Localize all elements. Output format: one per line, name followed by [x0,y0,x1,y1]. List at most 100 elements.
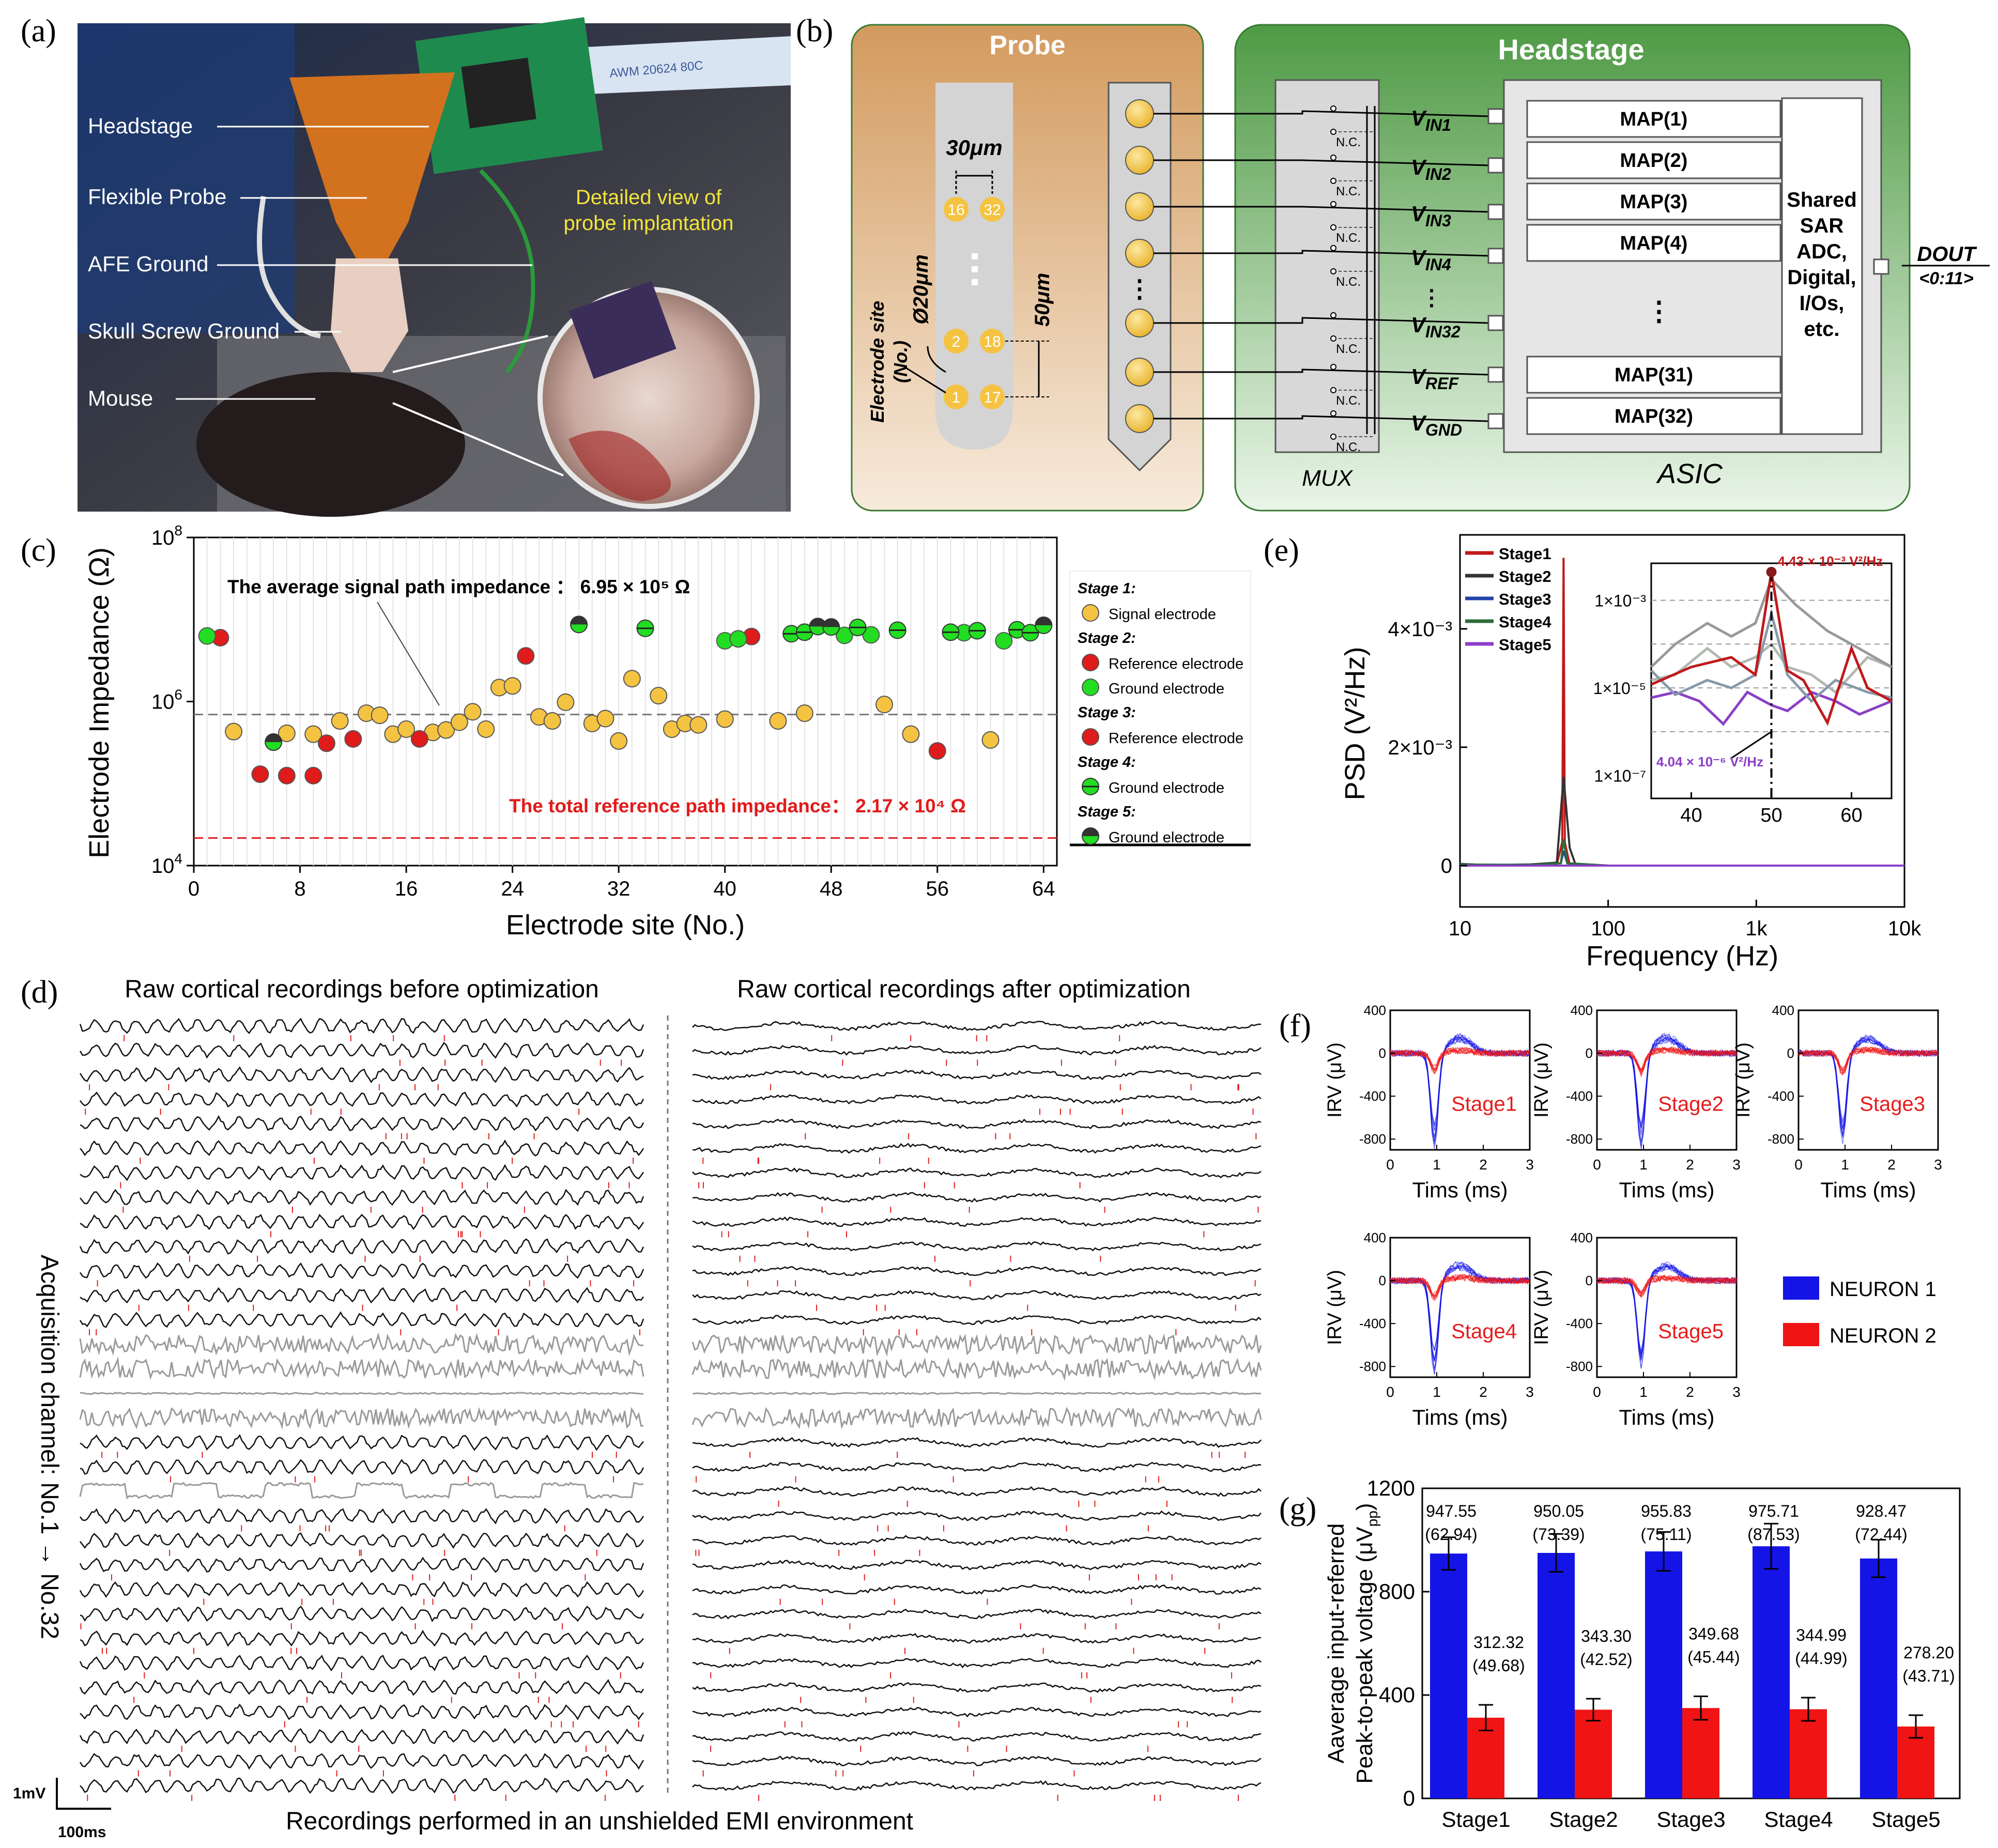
point-ground-6 [995,632,1013,650]
trace-before-17 [79,1407,644,1430]
input-subscript: REF [1425,374,1459,393]
nc-label-3: N.C. [1336,275,1361,289]
bar-error-1-1: (42.52) [1580,1650,1632,1669]
trace-before-30 [79,1728,644,1745]
point-signal-5 [371,706,389,725]
white-wire [257,196,321,338]
site-dots-2 [972,266,978,272]
legend-neuron2-swatch [1783,1323,1819,1346]
shared-line-1: Shared [1787,189,1857,211]
trace-after-30 [692,1731,1262,1742]
neuron2-wave-4-10 [1596,1275,1737,1299]
panel-b: (b) Probe 16 32 2 18 1 17 30μm Ø20μm [796,13,1990,512]
trace-after-13 [692,1315,1262,1326]
trace-after-31 [692,1755,1262,1766]
waveform-stage-0: Stage1 [1451,1092,1517,1115]
point-ground-4 [862,626,880,644]
neuron2-wave-2-10 [1798,1046,1939,1074]
legend-c-marker-0 [1082,604,1099,622]
site-17-label: 17 [983,389,1001,406]
g-y-tick-label-800: 800 [1379,1579,1415,1604]
input-prefix: V [1411,106,1427,130]
y-tick-exponent: 6 [174,687,182,703]
bar-value-1-0: 312.32 [1473,1633,1524,1652]
point-signal-3 [331,712,349,730]
e-x-tick-label-100: 100 [1591,917,1625,940]
trace-after-28 [692,1682,1262,1693]
trace-before-22 [79,1532,644,1549]
f-y-tick-label-3-0: 0 [1379,1273,1386,1288]
neuron2-wave-2-8 [1798,1046,1939,1073]
x-tick-label-32: 32 [607,877,631,900]
green-wire [479,169,535,374]
trace-before-12 [80,1287,644,1304]
trace-after-5 [692,1118,1262,1130]
inset-line-stage2 [1650,577,1893,668]
inset-annotation-top: 4.43 × 10⁻³ V²/Hz [1778,553,1883,569]
point-signal-21 [623,670,641,688]
panel-e-label: (e) [1264,533,1299,568]
g-x-label-stage2: Stage2 [1549,1807,1618,1831]
plot-g-ylabel-main: Peak-to-peak voltage (μV [1352,1527,1377,1784]
mouse-body [196,372,465,517]
bar-value-1-2: 349.68 [1688,1624,1739,1643]
f-xlabel-3: Tims (ms) [1412,1405,1508,1429]
g-y-tick-label-400: 400 [1379,1683,1415,1707]
shared-line-5: I/Os, [1800,292,1845,315]
e-y-tick-label-1: 2×10⁻³ [1388,736,1452,759]
point-signal-7 [397,720,416,738]
plot-e-inset-frame [1650,562,1893,799]
plot-e-xlabel: Frequency (Hz) [1586,941,1778,972]
trace-after-12 [692,1289,1262,1301]
e-legend-stage1: Stage1 [1499,545,1551,563]
input-port-in2 [1487,157,1504,174]
point-ground-0 [198,627,216,645]
f-x-tick-label-1-1: 1 [1639,1157,1648,1173]
inset-y-tick-label-1: 1×10⁻⁵ [1593,679,1646,698]
input-label-in4: VIN4 [1411,245,1451,274]
point-reference-3 [304,766,322,784]
f-x-tick-label-4-0: 0 [1593,1384,1601,1400]
point-signal-27 [769,712,787,730]
trace-after-11 [692,1266,1262,1276]
point-signal-10 [450,713,468,731]
x-tick-label-40: 40 [713,877,736,900]
pad-7 [1125,404,1154,433]
site-32 [980,197,1005,222]
nc-label-5: N.C. [1336,394,1361,408]
panel-a: (a) AWM 20624 80C Detailed view of probe… [21,13,791,517]
trace-before-15 [79,1357,644,1380]
point-signal-25 [689,716,708,734]
inset-line-stage4 [1651,642,1892,694]
waveform-frame-2 [1797,1009,1939,1151]
reference-impedance-text: The total reference path impedance： 2.17… [509,795,966,817]
trace-after-27 [692,1657,1262,1669]
asic-label: ASIC [1656,458,1723,489]
inset-y-tick-label-0: 1×10⁻³ [1594,592,1646,610]
plot-c-xlabel: Electrode site (No.) [506,910,745,941]
switch-node-b-4 [1330,335,1336,342]
wire-in3 [1154,206,1489,213]
bar-value-1-4: 278.20 [1903,1643,1954,1662]
inset-x-tick-label-40: 40 [1680,805,1702,826]
site-2 [944,329,969,353]
bar-neuron2-stage4 [1790,1709,1827,1798]
bar-error-1-2: (45.44) [1687,1647,1740,1666]
g-x-label-stage4: Stage4 [1764,1807,1833,1831]
plot-g-ylabel-close: ) [1352,1503,1377,1511]
trace-after-6 [692,1143,1262,1154]
legend-c-group-3: Stage 3: [1078,704,1136,721]
plot-c-ylabel: Electrode Impedance (Ω) [84,547,115,858]
trace-after-29 [692,1706,1262,1718]
map-block-6 [1526,397,1781,435]
point-signal-28 [795,704,813,722]
acquisition-channel-label: Acquisition channel: No.1 → No.32 [36,1255,63,1639]
f-xlabel-1: Tims (ms) [1619,1178,1714,1202]
point-reference-7 [517,647,535,665]
trace-after-2 [692,1044,1262,1056]
nc-label-1: N.C. [1336,184,1361,198]
tissue-shape [331,258,408,372]
input-prefix: V [1411,245,1427,270]
pad-1 [1125,99,1154,128]
bar-value-1-1: 343.30 [1581,1627,1632,1645]
